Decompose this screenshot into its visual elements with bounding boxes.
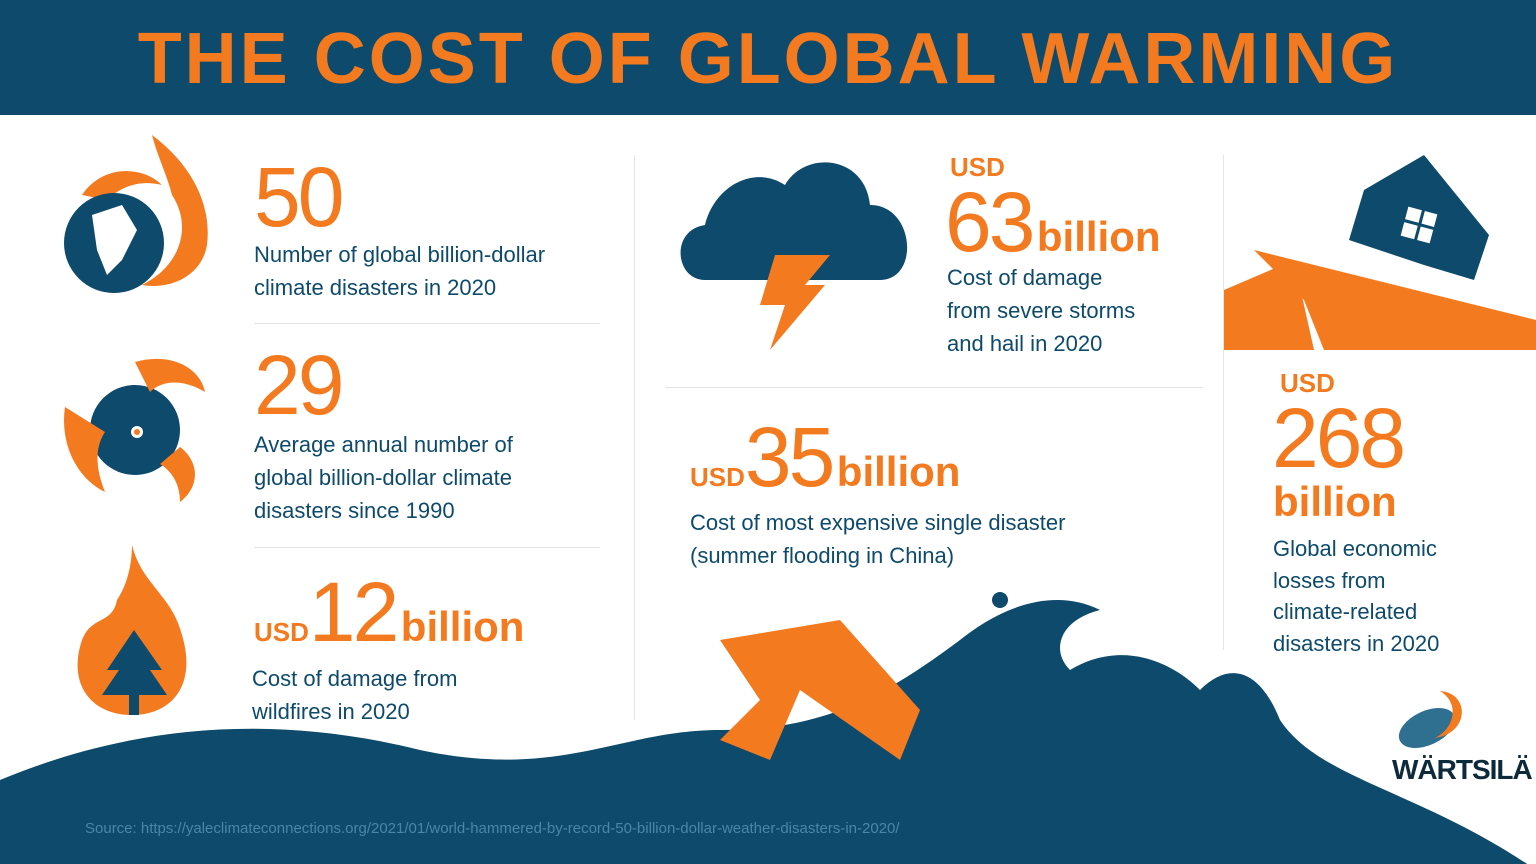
stat-global-losses-value: 268 <box>1272 391 1406 485</box>
description-line: Average annual number of <box>254 432 513 457</box>
stat-storm-cost: 63 billion <box>945 180 1161 264</box>
stat-wildfire-cost: USD12 billion <box>254 570 524 654</box>
page-title: THE COST OF GLOBAL WARMING <box>137 19 1399 99</box>
unit-label: billion <box>1273 478 1397 525</box>
description-line: Global economic <box>1273 536 1437 561</box>
unit-label: billion <box>1036 213 1161 260</box>
description-line: Cost of most expensive single disaster <box>690 510 1066 535</box>
divider <box>254 547 600 548</box>
flood-wave-icon <box>0 592 1536 864</box>
burning-globe-icon <box>64 135 208 293</box>
stat-storm-description: Cost of damage from severe storms and ha… <box>947 261 1135 360</box>
wartsila-logo-text: WÄRTSILÄ <box>1392 754 1533 785</box>
divider <box>1223 155 1224 650</box>
description-line: wildfires in 2020 <box>252 699 410 724</box>
stat-wildfire-description: Cost of damage from wildfires in 2020 <box>252 662 457 728</box>
wartsila-logo-icon <box>1398 691 1462 748</box>
unit-label: billion <box>836 448 961 495</box>
stat-global-losses-description: Global economic losses from climate-rela… <box>1273 533 1439 659</box>
stat-disasters-2020-value: 50 <box>254 150 344 244</box>
description-line: disasters since 1990 <box>254 498 455 523</box>
stat-disasters-2020-description: Number of global billion-dollar climate … <box>254 238 545 304</box>
description-line: Cost of damage <box>947 265 1103 290</box>
stat-flood-cost: USD35 billion <box>690 415 960 499</box>
description-line: losses from <box>1273 567 1386 593</box>
divider <box>634 155 635 720</box>
description-line: (summer flooding in China) <box>690 543 955 568</box>
description-line: Cost of damage from <box>252 666 458 691</box>
stat-value: 12 <box>308 565 399 659</box>
hurricane-icon <box>64 358 205 502</box>
description-line: from severe storms <box>947 298 1136 323</box>
currency-label: USD <box>254 617 309 647</box>
description-line: Number of global billion-dollar <box>254 242 546 267</box>
stat-value: 63 <box>945 175 1035 269</box>
stat-flood-description: Cost of most expensive single disaster (… <box>690 506 1065 572</box>
wildfire-tree-icon <box>77 545 187 715</box>
description-line: and hail in 2020 <box>947 331 1103 356</box>
currency-label: USD <box>690 462 745 492</box>
divider <box>254 323 600 324</box>
divider <box>665 387 1203 388</box>
description-line: global billion-dollar climate <box>254 465 513 490</box>
description-line: disasters in 2020 <box>1273 630 1440 656</box>
stat-annual-average-value: 29 <box>254 338 344 432</box>
unit-label: billion <box>400 603 525 650</box>
source-citation: Source: https://yaleclimateconnections.o… <box>85 820 900 837</box>
stat-annual-average-description: Average annual number of global billion-… <box>254 428 513 527</box>
stat-value: 35 <box>744 410 835 504</box>
earthquake-house-icon <box>1224 155 1536 350</box>
description-line: climate-related <box>1273 599 1418 624</box>
header-banner <box>0 0 1536 115</box>
description-line: climate disasters in 2020 <box>254 275 497 300</box>
storm-cloud-icon <box>680 162 908 350</box>
currency-label: USD <box>1280 368 1335 398</box>
currency-label: USD <box>950 152 1005 182</box>
